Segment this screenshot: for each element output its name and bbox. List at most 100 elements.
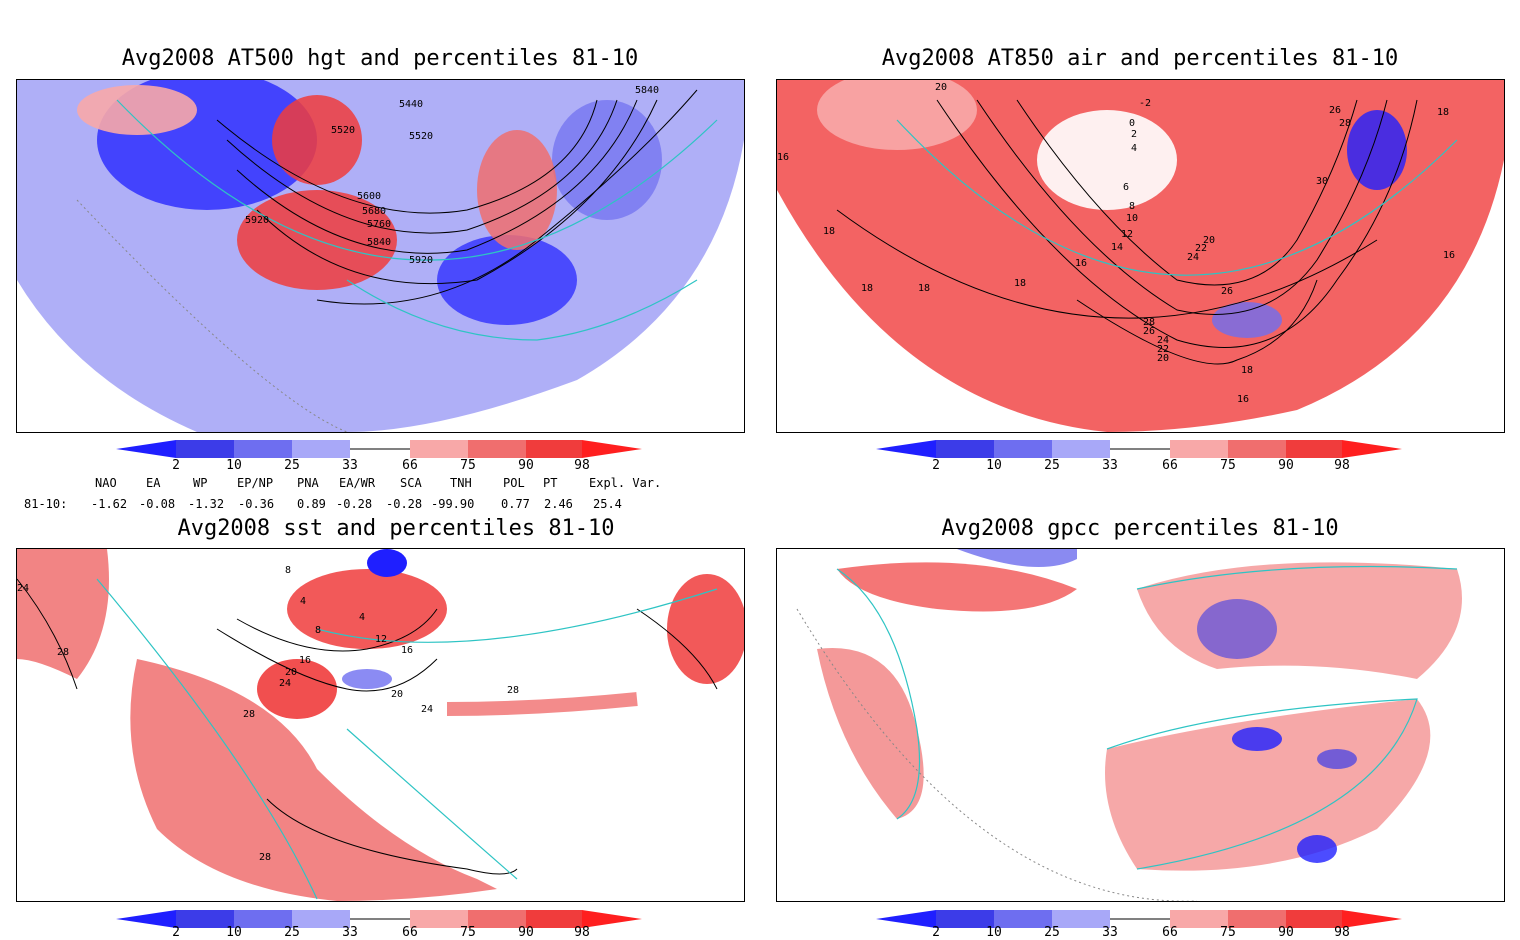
colorbar-label: 33 <box>342 925 358 940</box>
colorbar-label: 66 <box>1162 925 1178 940</box>
panel-title: Avg2008 gpcc percentiles 81-10 <box>941 516 1339 541</box>
contour-label: 4 <box>300 596 306 607</box>
map-panel-air850: 20 -2 0 2 4 26 28 18 30 6 8 10 12 14 16 … <box>776 79 1505 433</box>
contour-label: 24 <box>421 704 433 715</box>
map-panel-sst: 24 28 8 4 4 8 12 16 16 20 24 24 28 28 28… <box>16 548 745 902</box>
contour-labels: 5440 5520 5520 5600 5680 5760 5840 5840 … <box>245 85 659 266</box>
colorbar-swatches <box>876 440 1402 458</box>
contour-label: 18 <box>918 283 930 294</box>
contour-label: 28 <box>1143 317 1155 328</box>
colorbar-label: 10 <box>226 925 242 940</box>
indices-value-row: 81-10: -1.62 -0.08 -1.32 -0.36 0.89 -0.2… <box>0 497 700 513</box>
colorbar-label: 33 <box>342 458 358 473</box>
index-value: -1.32 <box>188 497 225 511</box>
colorbar-label: 66 <box>402 925 418 940</box>
index-value: -0.28 <box>386 497 423 511</box>
colorbar-swatches <box>116 910 642 928</box>
contour-label: 18 <box>1437 107 1449 118</box>
panel-title: Avg2008 sst and percentiles 81-10 <box>177 516 615 541</box>
contour-label: 22 <box>1195 243 1207 254</box>
index-value: -0.28 <box>336 497 373 511</box>
index-value: 25.4 <box>593 497 622 511</box>
contour-label: 28 <box>259 852 271 863</box>
contour-label: 18 <box>1241 365 1253 376</box>
contour-label: 5920 <box>245 215 269 226</box>
contour-label: 12 <box>375 634 387 645</box>
contour-label: 5680 <box>362 206 386 217</box>
colorbar-label: 98 <box>574 458 590 473</box>
colorbar-swatches <box>116 440 642 458</box>
colorbar-label: 98 <box>574 925 590 940</box>
contour-label: 8 <box>285 565 291 576</box>
index-header: EA/WR <box>339 476 376 490</box>
index-header: EP/NP <box>237 476 274 490</box>
contour-label: 22 <box>1157 344 1169 355</box>
colorbar-label: 75 <box>1220 458 1236 473</box>
colorbar-label: 2 <box>172 458 180 473</box>
contour-label: 16 <box>1443 250 1455 261</box>
contour-label: 2 <box>1131 129 1137 140</box>
colorbar-label: 10 <box>986 458 1002 473</box>
contour-label: 20 <box>285 667 297 678</box>
contour-label: 20 <box>1157 353 1169 364</box>
contour-label: -2 <box>1139 98 1151 109</box>
contour-label: 4 <box>1131 143 1137 154</box>
index-value: 0.77 <box>501 497 530 511</box>
colorbar-label: 33 <box>1102 458 1118 473</box>
colorbar-label: 25 <box>1044 458 1060 473</box>
contour-label: 16 <box>401 645 413 656</box>
colorbar-label: 25 <box>284 458 300 473</box>
contour-label: 18 <box>823 226 835 237</box>
contour-label: 24 <box>1187 252 1199 263</box>
contour-label: 4 <box>359 612 365 623</box>
index-header: NAO <box>95 476 117 490</box>
index-value: -1.62 <box>91 497 128 511</box>
contour-label: 16 <box>1237 394 1249 405</box>
colorbar-label: 2 <box>172 925 180 940</box>
contour-label: 16 <box>777 152 789 163</box>
contour-label: 14 <box>1111 242 1123 253</box>
contour-label: 20 <box>391 689 403 700</box>
index-value: -99.90 <box>431 497 475 511</box>
contour-label: 28 <box>507 685 519 696</box>
index-header: POL <box>503 476 525 490</box>
panel-title: Avg2008 AT500 hgt and percentiles 81-10 <box>121 46 639 71</box>
colorbar-label: 90 <box>1278 458 1294 473</box>
contour-label: 26 <box>1221 286 1233 297</box>
index-header: Expl. Var. <box>589 476 662 490</box>
contour-label: 18 <box>861 283 873 294</box>
contour-label: 28 <box>243 709 255 720</box>
contour-label: 26 <box>1143 326 1155 337</box>
index-header: PNA <box>297 476 319 490</box>
index-header: WP <box>193 476 208 490</box>
colorbar-top-left: 2 10 25 33 66 75 90 98 <box>116 440 642 474</box>
contour-label: 12 <box>1121 229 1133 240</box>
contour-label: 5600 <box>357 191 381 202</box>
colorbar-label: 90 <box>518 925 534 940</box>
colorbar-bottom-left: 2 10 25 33 66 75 90 98 <box>116 910 642 940</box>
index-header: PT <box>543 476 558 490</box>
index-header: TNH <box>450 476 472 490</box>
colorbar-label: 25 <box>1044 925 1060 940</box>
contour-label: 24 <box>1157 335 1169 346</box>
indices-row-label: 81-10: <box>24 497 68 511</box>
contour-label: 16 <box>1075 258 1087 269</box>
colorbar-label: 98 <box>1334 458 1350 473</box>
colorbar-label: 90 <box>518 458 534 473</box>
panel-title: Avg2008 AT850 air and percentiles 81-10 <box>881 46 1399 71</box>
colorbar-top-right: 2 10 25 33 66 75 90 98 <box>876 440 1402 474</box>
indices-header-row: NAO EA WP EP/NP PNA EA/WR SCA TNH POL PT… <box>0 476 700 492</box>
colorbar-label: 33 <box>1102 925 1118 940</box>
colorbar-label: 75 <box>1220 925 1236 940</box>
index-value: -0.36 <box>238 497 275 511</box>
colorbar-label: 90 <box>1278 925 1294 940</box>
index-header: EA <box>146 476 161 490</box>
colorbar-bottom-right: 2 10 25 33 66 75 90 98 <box>876 910 1402 940</box>
colorbar-label: 98 <box>1334 925 1350 940</box>
contour-label: 18 <box>1014 278 1026 289</box>
colorbar-swatches <box>876 910 1402 928</box>
contour-label: 5520 <box>409 131 433 142</box>
contour-label: 16 <box>299 655 311 666</box>
contour-label: 5840 <box>635 85 659 96</box>
contour-label: 24 <box>17 583 29 594</box>
